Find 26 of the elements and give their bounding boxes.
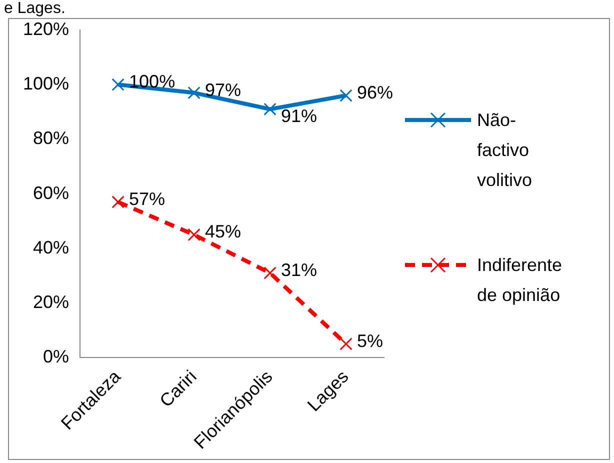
point (188, 86, 200, 100)
legend-label: Não-factivo volitivo (477, 109, 534, 192)
point (340, 338, 352, 350)
data-label: 96% (357, 82, 394, 102)
y-tick-label: 20% (33, 292, 70, 312)
y-tick-label: 120% (22, 18, 70, 39)
data-label: 57% (129, 188, 166, 209)
y-tick-label: 60% (33, 182, 70, 203)
point (264, 102, 276, 116)
data-label: 97% (205, 80, 242, 100)
data-label: 100% (129, 72, 176, 92)
y-tick-label: 40% (33, 237, 70, 258)
y-tick-label: 80% (33, 128, 70, 148)
y-tick-label: 100% (22, 74, 70, 94)
point (340, 89, 352, 102)
legend-label: Indiferente de opinião (477, 254, 563, 307)
data-label: 5% (357, 330, 384, 351)
y-tick-label: 0% (43, 346, 70, 367)
point (264, 266, 276, 280)
text: e Lages. (4, 0, 66, 18)
point (112, 78, 124, 91)
data-label: 91% (281, 106, 318, 126)
data-label: 31% (281, 260, 318, 280)
data-label: 45% (205, 222, 242, 242)
point (112, 196, 124, 208)
point (188, 228, 200, 242)
